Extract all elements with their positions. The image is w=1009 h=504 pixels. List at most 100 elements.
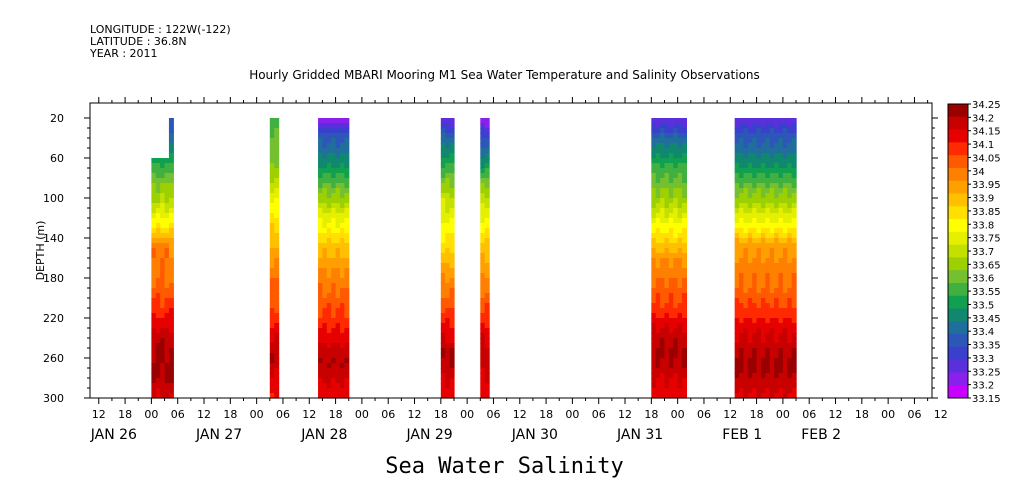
salinity-cell (655, 278, 661, 284)
salinity-cell (664, 213, 670, 219)
salinity-cell (440, 128, 446, 134)
salinity-cell (778, 368, 784, 374)
salinity-cell (331, 308, 337, 314)
salinity-cell (765, 368, 771, 374)
salinity-cell (335, 263, 341, 269)
salinity-cell (322, 263, 328, 269)
salinity-cell (331, 373, 337, 379)
salinity-cell (335, 203, 341, 209)
salinity-cell (760, 213, 766, 219)
salinity-cell (339, 378, 345, 384)
salinity-cell (760, 323, 766, 329)
salinity-cell (331, 193, 337, 199)
salinity-cell (151, 353, 157, 359)
salinity-cell (151, 393, 157, 399)
salinity-cell (655, 288, 661, 294)
salinity-cell (331, 188, 337, 194)
salinity-cell (760, 203, 766, 209)
salinity-cell (331, 328, 337, 334)
salinity-cell (326, 248, 332, 254)
salinity-cell (668, 123, 674, 129)
salinity-cell (787, 253, 793, 259)
salinity-cell (791, 268, 797, 274)
salinity-cell (318, 123, 324, 129)
salinity-cell (160, 278, 166, 284)
salinity-cell (787, 338, 793, 344)
salinity-cell (769, 218, 775, 224)
salinity-cell (331, 238, 337, 244)
salinity-cell (160, 208, 166, 214)
salinity-cell (344, 373, 350, 379)
salinity-cell (480, 208, 486, 214)
salinity-cell (160, 293, 166, 299)
salinity-cell (664, 393, 670, 399)
salinity-cell (480, 283, 486, 289)
salinity-cell (331, 393, 337, 399)
salinity-cell (664, 168, 670, 174)
colorbar-label: 33.6 (972, 274, 994, 285)
salinity-cell (664, 273, 670, 279)
salinity-cell (160, 348, 166, 354)
salinity-cell (164, 303, 170, 309)
salinity-cell (655, 168, 661, 174)
salinity-cell (155, 163, 161, 169)
salinity-cell (440, 328, 446, 334)
salinity-cell (449, 248, 455, 254)
salinity-cell (655, 223, 661, 229)
salinity-cell (445, 208, 451, 214)
salinity-cell (651, 308, 657, 314)
salinity-cell (739, 258, 745, 264)
salinity-cell (269, 148, 275, 154)
salinity-cell (269, 348, 275, 354)
salinity-cell (769, 193, 775, 199)
salinity-cell (344, 208, 350, 214)
y-tick-label: 20 (50, 112, 64, 125)
salinity-cell (655, 163, 661, 169)
salinity-cell (318, 288, 324, 294)
salinity-cell (734, 303, 740, 309)
salinity-cell (318, 133, 324, 139)
salinity-cell (269, 168, 275, 174)
salinity-cell (331, 378, 337, 384)
salinity-cell (668, 233, 674, 239)
salinity-cell (778, 283, 784, 289)
salinity-cell (769, 278, 775, 284)
salinity-cell (655, 383, 661, 389)
salinity-cell (664, 263, 670, 269)
salinity-cell (445, 318, 451, 324)
salinity-cell (655, 148, 661, 154)
salinity-cell (760, 308, 766, 314)
salinity-cell (782, 163, 788, 169)
salinity-cell (752, 293, 758, 299)
salinity-cell (747, 158, 753, 164)
salinity-cell (168, 333, 174, 339)
salinity-cell (168, 308, 174, 314)
salinity-cell (151, 288, 157, 294)
salinity-cell (769, 118, 775, 124)
salinity-cell (787, 248, 793, 254)
salinity-cell (655, 218, 661, 224)
salinity-cell (760, 288, 766, 294)
salinity-cell (760, 303, 766, 309)
salinity-cell (782, 128, 788, 134)
salinity-cell (151, 218, 157, 224)
salinity-cell (449, 128, 455, 134)
salinity-cell (664, 338, 670, 344)
salinity-cell (326, 198, 332, 204)
salinity-cell (682, 258, 688, 264)
salinity-cell (339, 188, 345, 194)
salinity-cell (344, 303, 350, 309)
salinity-cell (651, 178, 657, 184)
salinity-cell (151, 243, 157, 249)
salinity-cell (660, 193, 666, 199)
salinity-cell (668, 333, 674, 339)
salinity-cell (269, 213, 275, 219)
salinity-cell (677, 233, 683, 239)
salinity-cell (484, 218, 490, 224)
salinity-cell (480, 218, 486, 224)
salinity-cell (752, 158, 758, 164)
salinity-cell (756, 163, 762, 169)
salinity-cell (747, 123, 753, 129)
salinity-cell (682, 183, 688, 189)
salinity-cell (318, 198, 324, 204)
